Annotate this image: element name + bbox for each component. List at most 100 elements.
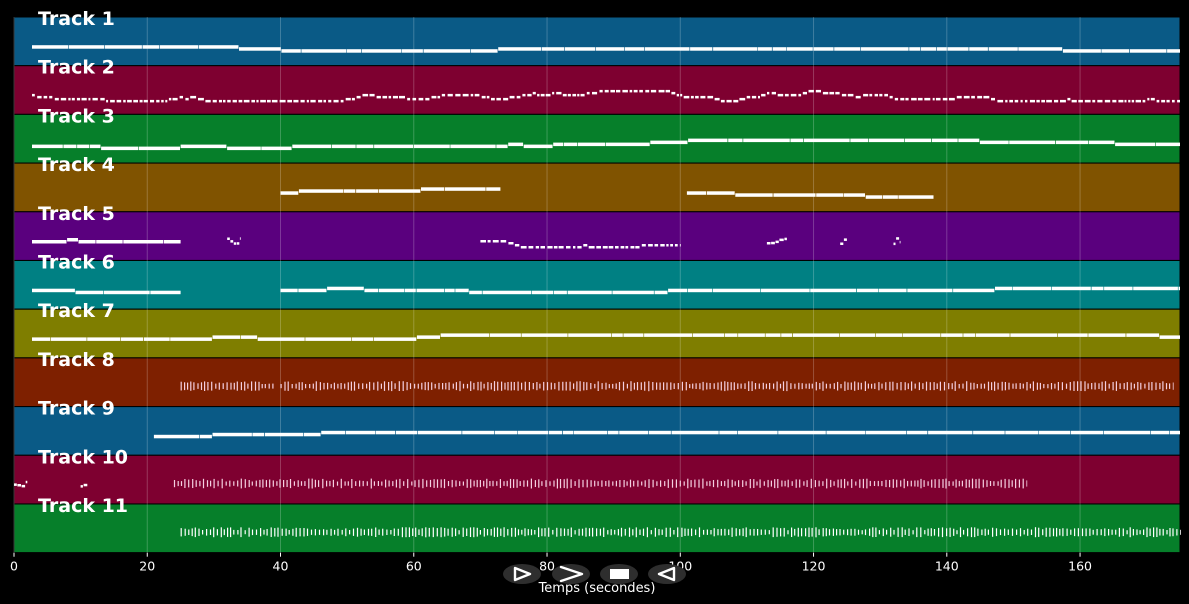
note (1165, 383, 1168, 390)
note (601, 383, 603, 390)
note (992, 527, 994, 537)
note (399, 95, 405, 99)
note (227, 527, 229, 537)
note (810, 478, 812, 489)
note (687, 478, 689, 489)
note (191, 528, 193, 537)
note (1077, 381, 1079, 391)
note (393, 528, 395, 536)
track-band-1 (13, 16, 1181, 67)
note (553, 246, 558, 249)
note (563, 142, 578, 147)
note (326, 480, 328, 487)
note (1146, 527, 1148, 538)
note (728, 529, 730, 536)
note (698, 527, 701, 538)
play-button[interactable] (503, 564, 541, 584)
note (306, 99, 309, 103)
note (825, 383, 827, 389)
note (447, 93, 453, 97)
note (255, 529, 258, 535)
note (1009, 140, 1056, 145)
note (284, 381, 286, 391)
note (700, 95, 706, 99)
note (904, 529, 906, 535)
note-group-5-6 (893, 237, 901, 246)
note-group-5-1 (32, 238, 181, 244)
note (1153, 527, 1155, 538)
note (939, 381, 941, 391)
stop-button[interactable] (600, 564, 638, 584)
note (994, 381, 996, 391)
note (220, 527, 222, 538)
note (1115, 381, 1117, 391)
note (971, 478, 974, 489)
note-group-2-1 (32, 89, 1180, 103)
note (594, 383, 596, 389)
note (959, 527, 962, 538)
note (674, 244, 678, 247)
fast-forward-button[interactable] (552, 564, 590, 584)
note (733, 382, 735, 391)
note (244, 381, 246, 391)
note (100, 97, 105, 101)
note (605, 142, 650, 147)
note (677, 383, 679, 390)
note (623, 333, 644, 337)
note-group-3-1 (32, 138, 1180, 151)
note (837, 381, 839, 391)
note (633, 480, 635, 487)
note (690, 480, 692, 488)
note-group-5-5 (840, 238, 847, 245)
note (765, 383, 767, 389)
note (373, 337, 417, 341)
note (394, 383, 396, 389)
note (1004, 478, 1006, 489)
rewind-button[interactable] (648, 564, 686, 584)
note (572, 93, 577, 97)
note (983, 383, 986, 389)
note (601, 480, 603, 487)
note (1001, 381, 1003, 391)
note (345, 430, 376, 435)
note (362, 93, 369, 97)
note (778, 430, 826, 435)
note (865, 195, 883, 199)
note (257, 337, 305, 341)
note (232, 99, 237, 103)
note (629, 89, 633, 93)
note (615, 246, 619, 249)
note (187, 382, 189, 390)
note (810, 288, 857, 293)
note (988, 47, 1018, 51)
note (423, 49, 471, 53)
note (486, 529, 489, 536)
note (971, 95, 975, 99)
note (953, 528, 955, 536)
note (263, 529, 265, 535)
play-outline-icon (513, 566, 532, 582)
note (765, 333, 781, 337)
note (479, 530, 481, 535)
note (392, 95, 398, 99)
note (397, 528, 399, 536)
note (854, 528, 856, 536)
note (1091, 286, 1104, 291)
note (943, 381, 946, 391)
note (586, 91, 590, 95)
note (199, 434, 212, 439)
note (652, 479, 654, 488)
note (408, 527, 410, 538)
note (110, 99, 115, 103)
note (1041, 99, 1045, 103)
note (874, 93, 878, 97)
note (524, 381, 526, 391)
note (270, 527, 272, 537)
note (665, 527, 667, 537)
note (968, 479, 970, 488)
note (574, 530, 576, 535)
note (204, 381, 206, 391)
note (323, 382, 325, 390)
note (1098, 383, 1100, 389)
note (123, 240, 164, 244)
